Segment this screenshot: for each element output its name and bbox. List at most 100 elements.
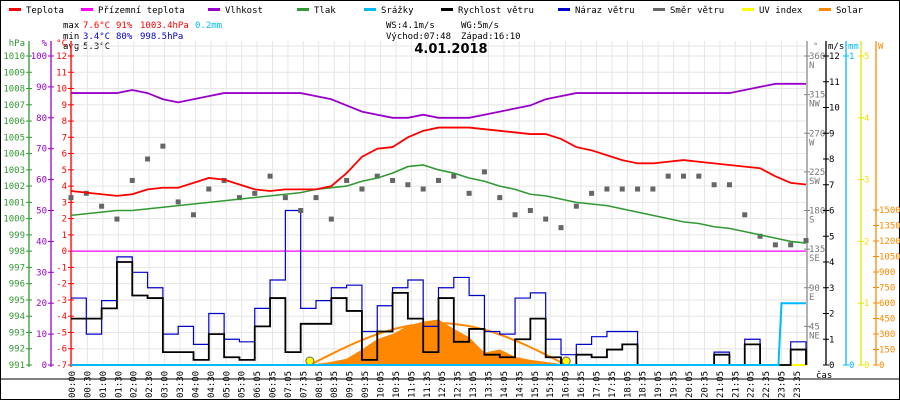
temperature-axis-tick-label: -7 xyxy=(56,361,67,371)
wind-direction-point xyxy=(573,203,579,209)
temperature-axis-unit: °C xyxy=(56,39,67,49)
x-tick-label: 02:00 xyxy=(130,371,140,398)
x-tick-label: 08:35 xyxy=(330,371,340,398)
wind-direction-point xyxy=(803,238,809,244)
wind-direction-point xyxy=(696,173,702,179)
uv-axis-tick-label: 4 xyxy=(864,114,869,124)
wind-direction-point xyxy=(206,186,212,192)
x-tick-label: 12:35 xyxy=(454,371,464,398)
x-tick-label: 08:05 xyxy=(315,371,325,398)
temperature-axis-tick-label: 0 xyxy=(62,247,67,257)
wind-direction-point xyxy=(466,190,472,196)
wind-direction-point xyxy=(267,173,273,179)
temperature-axis-tick-label: 4 xyxy=(62,182,67,192)
wind-axis-tick-label: 7 xyxy=(829,181,834,191)
wind-axis-tick-label: 0 xyxy=(829,361,834,371)
wind-axis-tick-label: 3 xyxy=(829,284,834,294)
humidity-axis-tick-label: 10 xyxy=(36,330,47,340)
stats-wg: WG:5m/s xyxy=(461,21,499,31)
wind-direction-point xyxy=(344,177,350,183)
direction-compass-label: E xyxy=(809,293,814,303)
solar-axis-tick-label: 1200 xyxy=(879,237,900,247)
solar-axis-tick-label: 750 xyxy=(879,284,895,294)
wind-axis-tick-label: 11 xyxy=(829,78,840,88)
pressure-axis-tick-label: 993 xyxy=(9,328,25,338)
temperature-axis-tick-label: -2 xyxy=(56,280,67,290)
wind-direction-point xyxy=(436,177,441,183)
uv-axis-tick-label: 3 xyxy=(864,176,869,186)
temperature-axis-tick-label: -5 xyxy=(56,328,67,338)
pressure-line xyxy=(70,164,807,244)
solar-axis-tick-label: 150 xyxy=(879,346,895,356)
humidity-axis-tick-label: 40 xyxy=(36,237,47,247)
x-tick-label: 21:05 xyxy=(716,371,726,398)
wind-direction-point xyxy=(726,182,732,188)
wind-direction-point xyxy=(191,212,196,218)
direction-compass-label: W xyxy=(809,138,815,148)
direction-axis-unit: ° xyxy=(813,42,818,52)
x-tick-label: 23:35 xyxy=(793,371,803,398)
pressure-axis-tick-label: 996 xyxy=(9,280,25,290)
wind-direction-point xyxy=(114,216,120,222)
x-tick-label: 01:30 xyxy=(114,371,124,398)
wind-direction-point xyxy=(359,186,365,192)
direction-compass-label: NW xyxy=(809,100,820,110)
wind-direction-point xyxy=(145,156,151,162)
wind-direction-point xyxy=(282,195,288,201)
rain-axis-tick-label: 1 xyxy=(849,52,854,62)
wind-speed-line xyxy=(71,261,807,366)
legend-swatch-7 xyxy=(653,8,665,11)
stats-ws: WS:4.1m/s xyxy=(386,21,435,31)
wind-direction-point xyxy=(160,143,166,149)
x-tick-label: 18:05 xyxy=(623,371,633,398)
legend-label: Směr větru xyxy=(670,6,724,16)
x-tick-label: 20:35 xyxy=(700,371,710,398)
sunset-marker xyxy=(561,356,571,366)
x-tick-label: 23:05 xyxy=(778,371,788,398)
wind-direction-point xyxy=(604,186,610,192)
pressure-axis-unit: hPa xyxy=(9,39,25,49)
x-tick-label: 17:35 xyxy=(608,371,618,398)
x-tick-label: 15:35 xyxy=(546,371,556,398)
legend-swatch-8 xyxy=(742,8,754,11)
x-tick-label: 00:30 xyxy=(83,371,93,398)
pressure-axis-tick-label: 1010 xyxy=(3,52,25,62)
wind-direction-point xyxy=(788,242,794,248)
wind-direction-point xyxy=(589,190,595,196)
direction-tick-label: 135 xyxy=(809,245,825,255)
x-tick-label: 14:35 xyxy=(515,371,525,398)
legend-label: Rychlost větru xyxy=(458,6,534,16)
x-tick-label: 22:05 xyxy=(747,371,757,398)
pressure-axis-tick-label: 999 xyxy=(9,231,25,241)
humidity-axis-unit: % xyxy=(42,39,48,49)
pressure-axis-tick-label: 1005 xyxy=(3,133,25,143)
sunrise-marker xyxy=(305,356,315,366)
solar-axis-tick-label: 600 xyxy=(879,299,895,309)
temperature-axis-tick-label: 8 xyxy=(62,117,67,127)
pressure-axis-tick-label: 1009 xyxy=(3,68,25,78)
solar-axis-tick-label: 1350 xyxy=(879,222,900,232)
stats-min-label: min xyxy=(63,32,79,42)
wind-direction-point xyxy=(390,177,396,183)
pressure-axis-tick-label: 997 xyxy=(9,263,25,273)
temperature-axis-tick-label: 9 xyxy=(62,101,67,111)
uv-axis-tick-label: 2 xyxy=(864,237,869,247)
rain-axis-tick-label: 0 xyxy=(849,361,854,371)
legend-label: Srážky xyxy=(381,6,414,16)
x-tick-label: 18:35 xyxy=(639,371,649,398)
x-tick-label: 15:05 xyxy=(531,371,541,398)
legend-swatch-1 xyxy=(81,8,93,11)
x-tick-label: 21:35 xyxy=(731,371,741,398)
x-tick-label: 13:05 xyxy=(469,371,479,398)
direction-compass-label: N xyxy=(809,61,814,71)
x-tick-label: 10:05 xyxy=(377,371,387,398)
x-tick-label: 20:05 xyxy=(685,371,695,398)
stats-sunset: Západ:16:10 xyxy=(461,32,521,42)
legend-swatch-9 xyxy=(819,8,831,11)
x-tick-label: 06:05 xyxy=(253,371,263,398)
stats-max-temp: 7.6°C xyxy=(83,21,110,31)
humidity-axis-tick-label: 50 xyxy=(36,207,47,217)
x-tick-label: 13:35 xyxy=(484,371,494,398)
